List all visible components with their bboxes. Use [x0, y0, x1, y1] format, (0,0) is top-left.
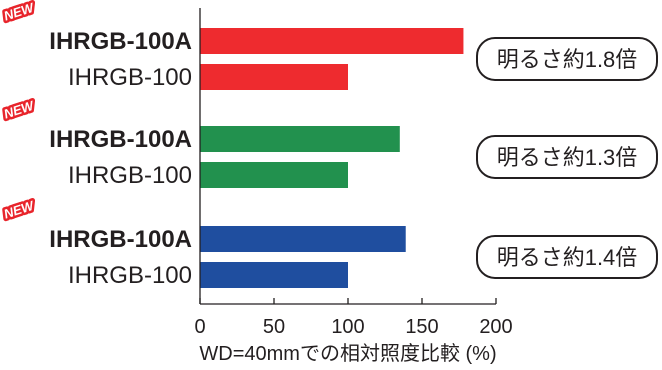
callout-text: 明るさ約1.3倍	[497, 145, 638, 170]
new-badge: NEW	[2, 0, 37, 24]
new-badge: NEW	[2, 97, 37, 121]
bar-2-ihrgb-100a	[200, 126, 400, 152]
callout-text: 明るさ約1.4倍	[497, 245, 638, 270]
category-label: IHRGB-100	[68, 262, 192, 289]
new-badge: NEW	[2, 197, 37, 221]
bar-2-ihrgb-100	[200, 162, 348, 188]
x-tick-label: 0	[194, 316, 205, 338]
callout-text: 明るさ約1.8倍	[497, 47, 638, 72]
x-tick-label: 200	[479, 316, 512, 338]
callout-box	[476, 235, 658, 279]
bar-1-ihrgb-100a	[200, 28, 464, 54]
category-label: IHRGB-100	[68, 162, 192, 189]
category-label: IHRGB-100A	[49, 28, 192, 55]
bar-1-ihrgb-100	[200, 64, 348, 90]
bar-3-ihrgb-100a	[200, 226, 406, 252]
callout-box	[476, 37, 658, 81]
category-label: IHRGB-100A	[49, 126, 192, 153]
category-label: IHRGB-100	[68, 64, 192, 91]
x-tick-label: 100	[331, 316, 364, 338]
category-label: IHRGB-100A	[49, 226, 192, 253]
x-tick-label: 50	[263, 316, 285, 338]
bar-3-ihrgb-100	[200, 262, 348, 288]
callout-box	[476, 135, 658, 179]
x-tick-label: 150	[405, 316, 438, 338]
x-axis-label: WD=40mmでの相対照度比較 (%)	[199, 342, 496, 365]
